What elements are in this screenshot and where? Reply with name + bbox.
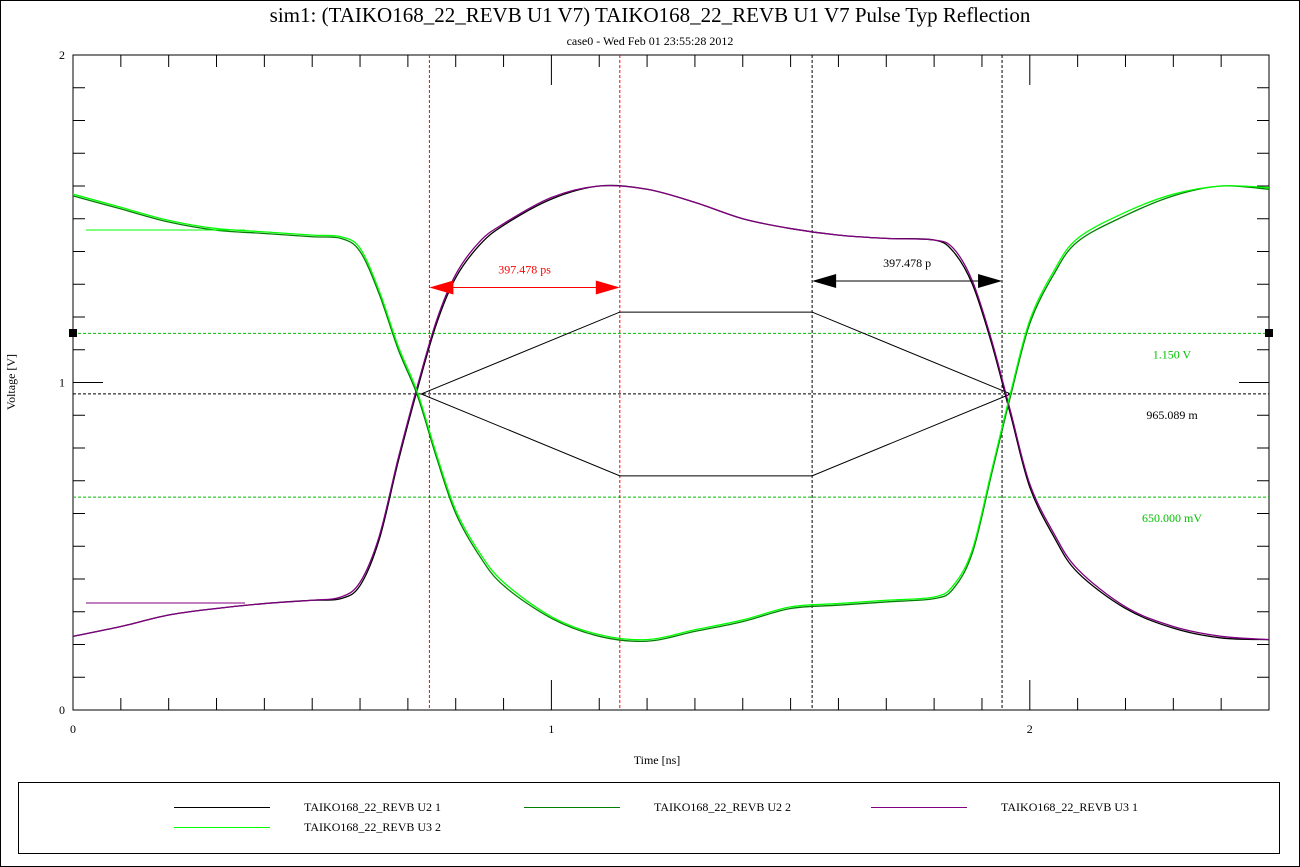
axis-labels: 0 1 2 0 1 2 Time [ns] Voltage [V] [4, 48, 1033, 767]
chart-title: sim1: (TAIKO168_22_REVB U1 V7) TAIKO168_… [269, 3, 1031, 27]
axis-ticks [72, 54, 1270, 711]
legend-swatch [524, 807, 620, 808]
reference-line-label: 650.000 mV [1142, 511, 1202, 525]
plot-area[interactable] [72, 54, 1270, 711]
legend-label: TAIKO168_22_REVB U2 1 [304, 800, 442, 814]
reference-lines: 1.150 V 965.089 m 650.000 mV [73, 332, 1269, 525]
y-tick-label: 2 [59, 48, 65, 62]
legend-label: TAIKO168_22_REVB U3 2 [304, 820, 442, 834]
series-line [72, 185, 1270, 641]
measurement-arrow-head [812, 273, 837, 288]
x-tick-label: 2 [1027, 722, 1033, 736]
legend-swatch [871, 807, 967, 808]
right-y-cursor-handle[interactable] [1265, 329, 1273, 337]
waveform-series [72, 184, 1270, 643]
y-tick-label: 0 [59, 703, 65, 717]
series-line [72, 184, 1270, 641]
measurement-arrow-head [595, 280, 620, 295]
time-measurements: 397.478 ps 397.478 p [429, 256, 1003, 295]
measurement-label: 397.478 ps [498, 263, 551, 277]
y-axis-label: Voltage [V] [4, 354, 18, 410]
legend: TAIKO168_22_REVB U2 1 TAIKO168_22_REVB U2… [18, 782, 1280, 854]
x-axis-label: Time [ns] [634, 753, 681, 767]
reference-line-label: 1.150 V [1153, 347, 1192, 361]
legend-label: TAIKO168_22_REVB U2 2 [654, 800, 792, 814]
legend-swatch [174, 807, 270, 808]
left-y-cursor-handle[interactable] [69, 329, 77, 337]
measurement-label: 397.478 p [883, 256, 931, 270]
legend-swatch [174, 827, 270, 828]
measurement-arrow-head [978, 273, 1003, 288]
x-tick-label: 1 [548, 722, 554, 736]
x-tick-label: 0 [70, 722, 76, 736]
reference-line-label: 965.089 m [1146, 408, 1198, 422]
measurement-arrow-head [429, 280, 454, 295]
y-tick-label: 1 [59, 376, 65, 390]
series-line [72, 185, 1270, 643]
legend-label: TAIKO168_22_REVB U3 1 [1001, 800, 1139, 814]
chart-subtitle: case0 - Wed Feb 01 23:55:28 2012 [566, 34, 734, 48]
